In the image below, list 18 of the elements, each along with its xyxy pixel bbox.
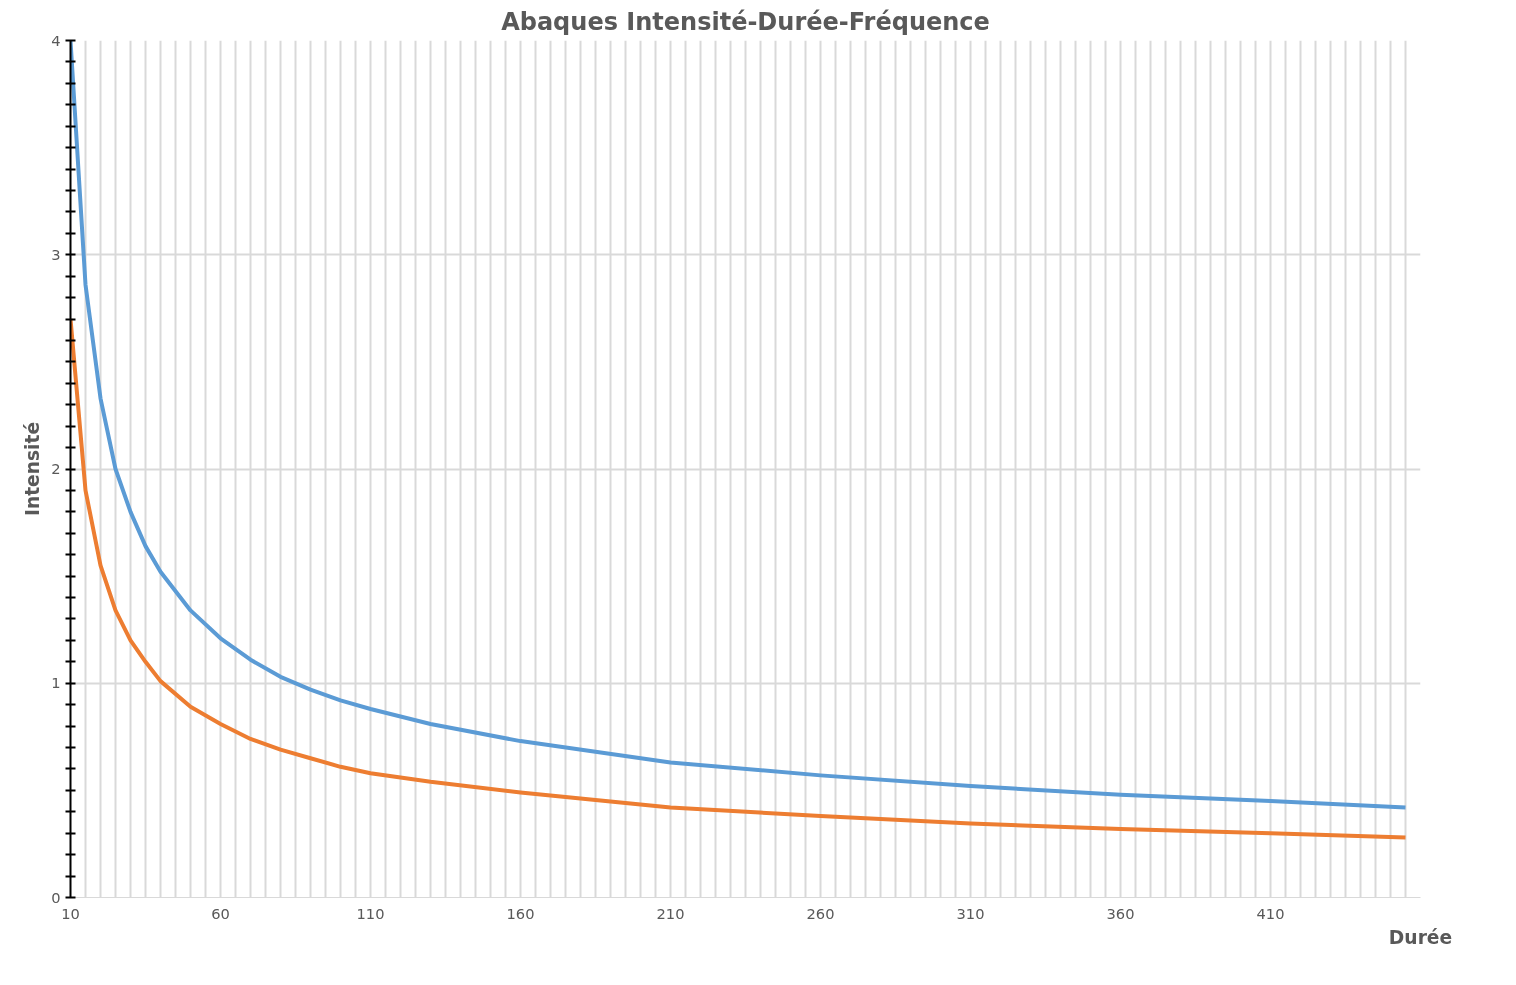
- y-tick-label: 2: [51, 460, 61, 477]
- y-tick-label: 0: [51, 888, 61, 906]
- x-tick-label: 260: [806, 904, 835, 922]
- x-tick-label: 10: [61, 904, 80, 922]
- x-tick-label: 410: [1256, 904, 1285, 922]
- chart-title: Abaques Intensité-Durée-Fréquence: [501, 7, 990, 36]
- x-tick-label: 160: [506, 904, 535, 922]
- x-tick-label: 110: [356, 904, 385, 922]
- y-tick-label: 1: [51, 674, 61, 692]
- y-tick-label: 4: [51, 31, 61, 49]
- line-series: [70, 40, 1408, 810]
- y-tick-label: 3: [51, 245, 61, 263]
- x-tick-label: 360: [1106, 904, 1135, 922]
- y-axis-title: Intensité: [22, 421, 44, 517]
- x-tick-label: 310: [956, 904, 985, 922]
- x-axis-title: Durée: [1388, 926, 1453, 948]
- x-tick-label: 60: [211, 904, 230, 922]
- x-tick-label: 210: [656, 904, 685, 922]
